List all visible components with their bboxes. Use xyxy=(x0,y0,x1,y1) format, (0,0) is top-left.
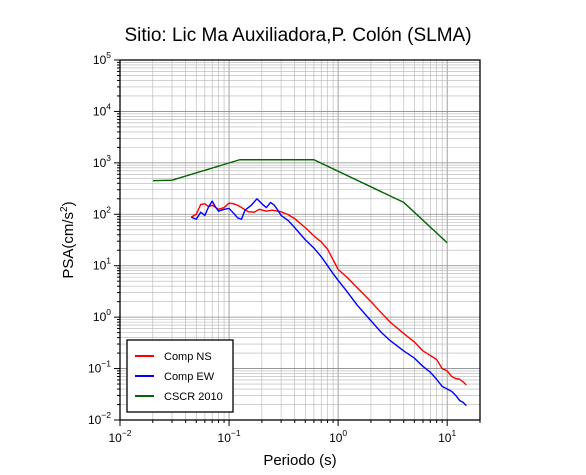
series-line-3 xyxy=(152,159,448,244)
x-axis-label: Periodo (s) xyxy=(263,452,336,469)
x-tick-label: 10−2 xyxy=(108,428,131,445)
tick-exponent: 1 xyxy=(451,428,456,438)
tick-base: 10 xyxy=(108,431,122,445)
tick-exponent: 2 xyxy=(106,204,111,214)
y-tick-label: 10−2 xyxy=(88,410,111,427)
y-axis-label-end: ) xyxy=(60,201,77,206)
plot-frame xyxy=(119,59,481,421)
tick-exponent: 0 xyxy=(342,428,347,438)
tick-exponent: −1 xyxy=(231,428,241,438)
y-axis-label: PSA(cm/s2) xyxy=(59,201,77,278)
series-layer xyxy=(152,159,467,407)
x-tick-label: 101 xyxy=(438,428,456,445)
tick-base: 10 xyxy=(218,431,232,445)
tick-exponent: 0 xyxy=(106,307,111,317)
legend: Comp NS Comp EW CSCR 2010 xyxy=(126,339,234,413)
tick-exponent: 1 xyxy=(106,256,111,266)
tick-base: 10 xyxy=(93,156,107,170)
x-tick-label: 10−1 xyxy=(218,428,241,445)
y-tick-label: 102 xyxy=(93,204,111,221)
tick-base: 10 xyxy=(88,413,102,427)
tick-base: 10 xyxy=(88,362,102,376)
y-tick-label: 100 xyxy=(93,307,111,324)
legend-label-1: Comp NS xyxy=(164,351,212,363)
tick-base: 10 xyxy=(93,53,107,67)
tick-base: 10 xyxy=(93,207,107,221)
tick-exponent: 4 xyxy=(106,101,111,111)
tick-base: 10 xyxy=(329,431,343,445)
y-tick-label: 105 xyxy=(93,50,111,67)
tick-exponent: 5 xyxy=(106,50,111,60)
y-tick-label: 104 xyxy=(93,101,111,118)
y-tick-label: 101 xyxy=(93,256,111,273)
chart-grid xyxy=(119,59,481,421)
tick-base: 10 xyxy=(93,259,107,273)
y-axis-label-base: PSA(cm/s xyxy=(60,212,77,279)
y-tick-label: 10−1 xyxy=(88,359,111,376)
x-axis-ticks: 10−2 10−1 100 101 xyxy=(108,420,481,445)
tick-base: 10 xyxy=(93,104,107,118)
tick-exponent: −1 xyxy=(101,359,111,369)
x-tick-label: 100 xyxy=(329,428,347,445)
tick-exponent: 3 xyxy=(106,153,111,163)
legend-label-2: Comp EW xyxy=(164,371,215,383)
series-line-2 xyxy=(190,198,467,407)
legend-label-3: CSCR 2010 xyxy=(164,391,223,403)
y-tick-label: 103 xyxy=(93,153,111,170)
chart-title: Sitio: Lic Ma Auxiliadora,P. Colón (SLMA… xyxy=(124,25,471,46)
tick-exponent: −2 xyxy=(122,428,132,438)
series-line-1 xyxy=(190,202,467,386)
tick-base: 10 xyxy=(438,431,452,445)
tick-base: 10 xyxy=(93,310,107,324)
tick-exponent: −2 xyxy=(101,410,111,420)
y-axis-label-exponent: 2 xyxy=(59,206,70,212)
